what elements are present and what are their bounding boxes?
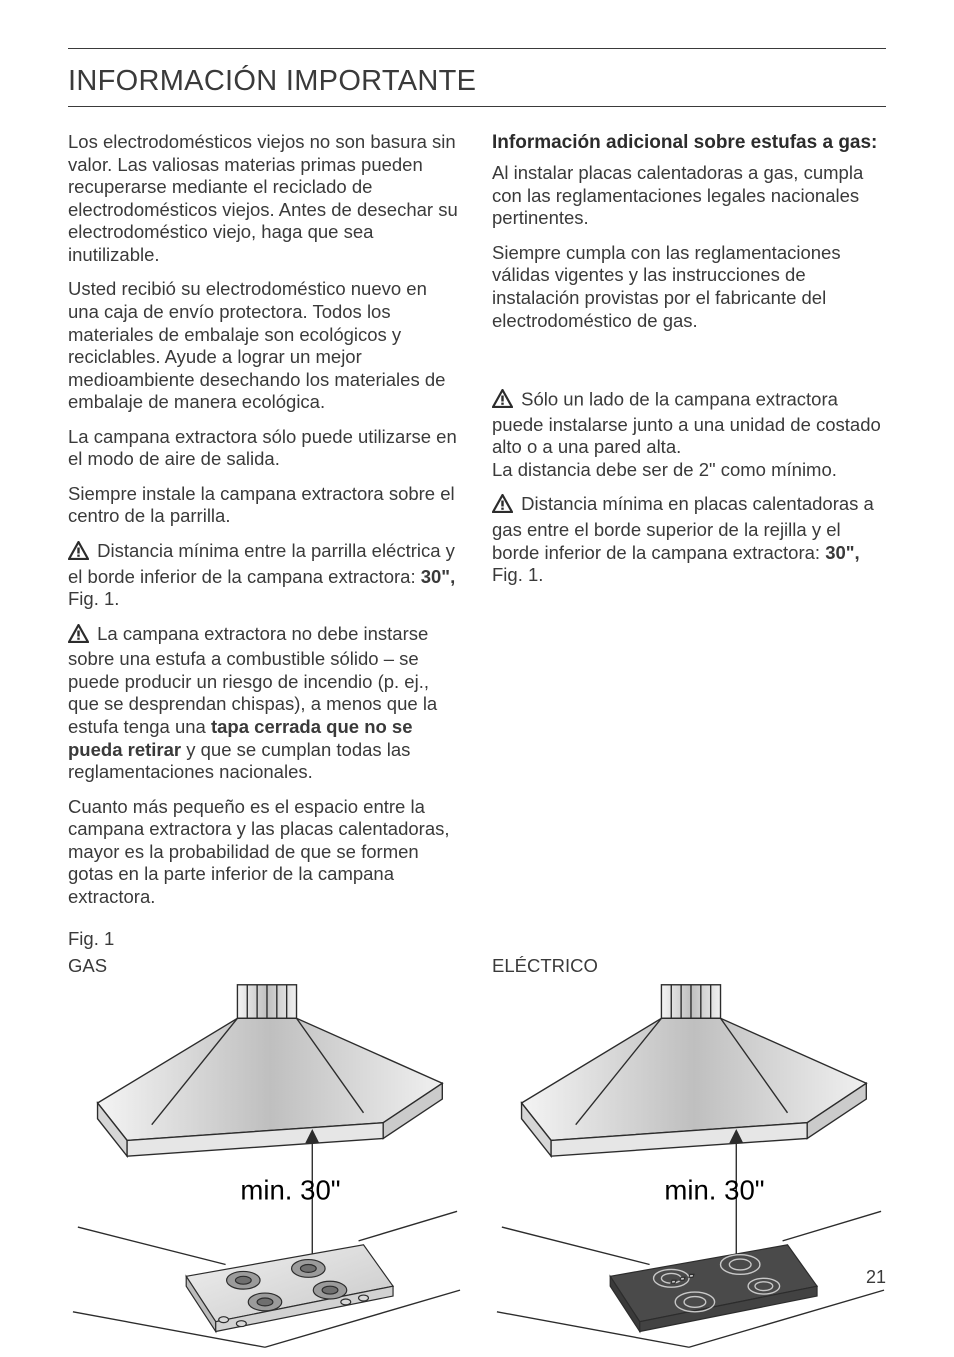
left-para-5: Cuanto más pequeño es el espacio entre l… xyxy=(68,796,462,909)
page-title: INFORMACIÓN IMPORTANTE xyxy=(68,65,886,107)
left-warning-2: La campana extractora no debe instarse s… xyxy=(68,623,462,784)
left-warning-1-bold: 30", xyxy=(421,566,456,587)
left-warning-1-text-c: Fig. 1. xyxy=(68,588,119,609)
top-rule xyxy=(68,48,886,49)
warning-icon xyxy=(68,624,89,649)
figure-caption: Fig. 1 xyxy=(68,928,462,951)
figure-section: Fig. 1 GAS xyxy=(68,928,886,1351)
left-para-4: Siempre instale la campana extractora so… xyxy=(68,483,462,528)
right-para-2: Siempre cumpla con las reglamentaciones … xyxy=(492,242,886,332)
right-warning-2-text-a: Distancia mínima en placas calentadoras … xyxy=(492,493,874,562)
right-warning-2-text-c: Fig. 1. xyxy=(492,564,543,585)
figure-electric-diagram: min. 30" xyxy=(492,982,886,1352)
right-warning-1-text: Sólo un lado de la campana extractora pu… xyxy=(492,388,881,480)
left-warning-1: Distancia mínima entre la parrilla eléct… xyxy=(68,540,462,611)
warning-icon xyxy=(68,541,89,566)
left-para-3: La campana extractora sólo puede utiliza… xyxy=(68,426,462,471)
clearance-label-electric: min. 30" xyxy=(664,1174,764,1205)
figure-gas-column: Fig. 1 GAS xyxy=(68,928,462,1351)
left-column: Los electrodomésticos viejos no son basu… xyxy=(68,131,462,920)
left-warning-1-text-a: Distancia mínima entre la parrilla eléct… xyxy=(68,540,455,587)
figure-gas-diagram: min. 30" xyxy=(68,982,462,1352)
right-column: Información adicional sobre estufas a ga… xyxy=(492,131,886,920)
content-columns: Los electrodomésticos viejos no son basu… xyxy=(68,131,886,920)
right-para-1: Al instalar placas calentadoras a gas, c… xyxy=(492,162,886,230)
clearance-label-gas: min. 30" xyxy=(240,1174,340,1205)
figure-electric-label: ELÉCTRICO xyxy=(492,955,886,978)
right-subhead: Información adicional sobre estufas a ga… xyxy=(492,131,886,154)
right-warning-2: Distancia mínima en placas calentadoras … xyxy=(492,493,886,586)
figure-electric-column: ELÉCTRICO xyxy=(492,928,886,1351)
warning-icon xyxy=(492,367,513,414)
right-warning-2-bold: 30", xyxy=(825,542,860,563)
left-para-1: Los electrodomésticos viejos no son basu… xyxy=(68,131,462,266)
figure-gas-label: GAS xyxy=(68,955,462,978)
left-para-2: Usted recibió su electrodoméstico nuevo … xyxy=(68,278,462,413)
page-number: 21 xyxy=(866,1267,886,1288)
warning-icon xyxy=(492,494,513,519)
right-warning-1: Sólo un lado de la campana extractora pu… xyxy=(492,344,886,481)
figure-caption-spacer xyxy=(492,928,886,951)
